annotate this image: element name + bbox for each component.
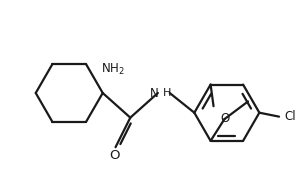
Text: O: O — [109, 149, 120, 162]
Text: NH$_2$: NH$_2$ — [101, 62, 125, 77]
Text: Cl: Cl — [284, 110, 296, 123]
Text: H: H — [163, 88, 171, 98]
Text: O: O — [221, 112, 230, 125]
Text: N: N — [150, 86, 159, 100]
